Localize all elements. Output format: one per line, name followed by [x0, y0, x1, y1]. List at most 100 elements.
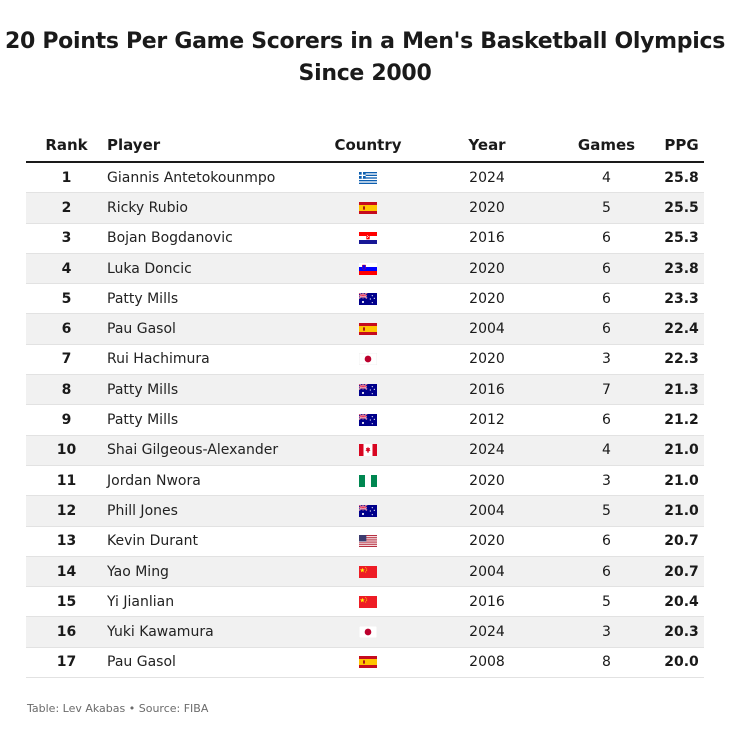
- games-cell: 6: [554, 313, 659, 345]
- ppg-cell: 25.5: [659, 192, 704, 224]
- table-row: 2 Ricky Rubio 2020 5 25.5: [26, 192, 704, 224]
- japan-flag-icon: [359, 353, 377, 366]
- country-cell: [316, 616, 420, 648]
- header-ppg: PPG: [659, 129, 704, 163]
- ppg-cell: 25.3: [659, 223, 704, 254]
- year-cell: 2020: [420, 192, 554, 224]
- year-cell: 2008: [420, 647, 554, 679]
- year-cell: 2016: [420, 374, 554, 406]
- games-cell: 3: [554, 344, 659, 376]
- rank-cell: 2: [26, 192, 107, 224]
- games-cell: 8: [554, 647, 659, 679]
- table-row: 3 Bojan Bogdanovic 2016 6 25.3: [26, 223, 704, 254]
- year-cell: 2020: [420, 253, 554, 285]
- table-row: 8 Patty Mills 2016 7 21.3: [26, 374, 704, 406]
- table-row: 12 Phill Jones 2004 5 21.0: [26, 495, 704, 527]
- header-games: Games: [554, 129, 659, 163]
- year-cell: 2004: [420, 556, 554, 588]
- country-cell: [316, 313, 420, 345]
- source-note: Table: Lev Akabas • Source: FIBA: [27, 702, 209, 715]
- games-cell: 6: [554, 556, 659, 588]
- australia-flag-icon: [359, 414, 377, 427]
- rank-cell: 11: [26, 465, 107, 497]
- nigeria-flag-icon: [359, 474, 377, 487]
- rank-cell: 12: [26, 495, 107, 527]
- country-cell: [316, 374, 420, 406]
- year-cell: 2004: [420, 495, 554, 527]
- country-cell: [316, 435, 420, 466]
- player-cell: Yi Jianlian: [107, 586, 316, 618]
- player-cell: Ricky Rubio: [107, 192, 316, 224]
- rank-cell: 6: [26, 313, 107, 345]
- ppg-cell: 21.0: [659, 435, 704, 466]
- year-cell: 2024: [420, 435, 554, 466]
- games-cell: 4: [554, 162, 659, 194]
- ppg-cell: 20.0: [659, 647, 704, 679]
- rank-cell: 8: [26, 374, 107, 406]
- ppg-cell: 22.3: [659, 344, 704, 376]
- games-cell: 6: [554, 223, 659, 254]
- header-player: Player: [107, 129, 316, 163]
- slovenia-flag-icon: [359, 262, 377, 275]
- year-cell: 2004: [420, 313, 554, 345]
- player-cell: Kevin Durant: [107, 526, 316, 557]
- year-cell: 2012: [420, 404, 554, 436]
- chart-title: 20 Points Per Game Scorers in a Men's Ba…: [0, 26, 730, 90]
- year-cell: 2020: [420, 526, 554, 557]
- ppg-cell: 21.3: [659, 374, 704, 406]
- header-country: Country: [316, 129, 420, 163]
- rank-cell: 5: [26, 283, 107, 315]
- usa-flag-icon: [359, 535, 377, 548]
- ppg-cell: 20.4: [659, 586, 704, 618]
- rank-cell: 9: [26, 404, 107, 436]
- croatia-flag-icon: [359, 232, 377, 245]
- chart-title-line-2: Since 2000: [298, 61, 432, 86]
- table-row: 10 Shai Gilgeous-Alexander 2024 4 21.0: [26, 435, 704, 466]
- country-cell: [316, 192, 420, 224]
- country-cell: [316, 647, 420, 679]
- player-cell: Yuki Kawamura: [107, 616, 316, 648]
- ppg-cell: 20.7: [659, 556, 704, 588]
- country-cell: [316, 253, 420, 285]
- scorers-table: Rank Player Country Year Games PPG 1 Gian…: [26, 129, 704, 679]
- ppg-cell: 21.0: [659, 495, 704, 527]
- player-cell: Patty Mills: [107, 374, 316, 406]
- rank-cell: 4: [26, 253, 107, 285]
- player-cell: Shai Gilgeous-Alexander: [107, 435, 316, 466]
- games-cell: 6: [554, 283, 659, 315]
- country-cell: [316, 223, 420, 254]
- year-cell: 2020: [420, 344, 554, 376]
- player-cell: Jordan Nwora: [107, 465, 316, 497]
- country-cell: [316, 162, 420, 194]
- table-header-row: Rank Player Country Year Games PPG: [26, 129, 704, 163]
- country-cell: [316, 465, 420, 497]
- ppg-cell: 25.8: [659, 162, 704, 194]
- table-row: 16 Yuki Kawamura 2024 3 20.3: [26, 616, 704, 648]
- country-cell: [316, 526, 420, 557]
- ppg-cell: 23.3: [659, 283, 704, 315]
- table-row: 9 Patty Mills 2012 6 21.2: [26, 404, 704, 436]
- ppg-cell: 20.3: [659, 616, 704, 648]
- games-cell: 4: [554, 435, 659, 466]
- chart-title-line-1: 20 Points Per Game Scorers in a Men's Ba…: [4, 29, 725, 54]
- player-cell: Phill Jones: [107, 495, 316, 527]
- player-cell: Luka Doncic: [107, 253, 316, 285]
- japan-flag-icon: [359, 626, 377, 639]
- player-cell: Patty Mills: [107, 283, 316, 315]
- player-cell: Pau Gasol: [107, 313, 316, 345]
- header-year: Year: [420, 129, 554, 163]
- table-body: 1 Giannis Antetokounmpo 2024 4 25.8 2 Ricky Ru…: [26, 162, 704, 679]
- year-cell: 2016: [420, 223, 554, 254]
- table-row: 6 Pau Gasol 2004 6 22.4: [26, 313, 704, 345]
- games-cell: 5: [554, 192, 659, 224]
- year-cell: 2020: [420, 283, 554, 315]
- games-cell: 6: [554, 253, 659, 285]
- games-cell: 6: [554, 526, 659, 557]
- ppg-cell: 22.4: [659, 313, 704, 345]
- header-rank: Rank: [26, 129, 107, 163]
- china-flag-icon: [359, 595, 377, 608]
- country-cell: [316, 283, 420, 315]
- rank-cell: 10: [26, 435, 107, 466]
- rank-cell: 13: [26, 526, 107, 557]
- ppg-cell: 21.2: [659, 404, 704, 436]
